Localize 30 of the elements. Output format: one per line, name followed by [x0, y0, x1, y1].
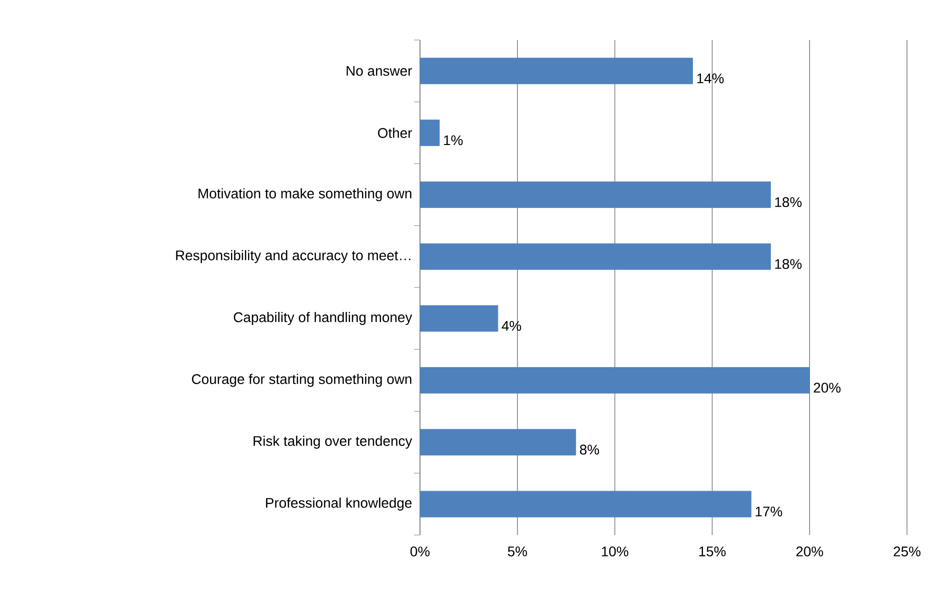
- y-tick-label: Capability of handling money: [234, 312, 412, 325]
- data-label: 20%: [814, 382, 841, 393]
- x-tick-label: 15%: [699, 546, 726, 556]
- data-label: 1%: [444, 135, 463, 146]
- y-tick-label: Other: [378, 128, 412, 138]
- x-tick-label: 10%: [602, 546, 628, 556]
- y-tick-label: No answer: [346, 66, 412, 76]
- data-label: 4%: [502, 320, 522, 331]
- bar: [420, 367, 810, 394]
- data-label: 8%: [580, 444, 600, 455]
- x-tick-label: 0%: [410, 546, 430, 556]
- y-tick-label: Courage for starting something own: [192, 374, 412, 387]
- bar: [420, 120, 440, 146]
- y-tick-label: Motivation to make something own: [198, 188, 412, 202]
- x-tick-label: 25%: [894, 546, 920, 556]
- y-tick-label: Responsibility and accuracy to meet…: [176, 250, 410, 264]
- data-label: 18%: [775, 197, 802, 208]
- data-label: 18%: [775, 259, 802, 269]
- bar: [420, 243, 771, 270]
- x-tick-label: 5%: [508, 546, 527, 556]
- bar: [420, 305, 498, 332]
- y-tick-label: Risk taking over tendency: [254, 436, 412, 449]
- bar: [420, 58, 693, 84]
- bar: [420, 490, 752, 518]
- data-label: 14%: [697, 73, 724, 84]
- bar: [420, 428, 576, 456]
- x-tick-label: 20%: [796, 546, 824, 556]
- data-label: 17%: [756, 506, 782, 516]
- y-tick-label: Professional knowledge: [266, 498, 412, 511]
- bar: [420, 181, 771, 208]
